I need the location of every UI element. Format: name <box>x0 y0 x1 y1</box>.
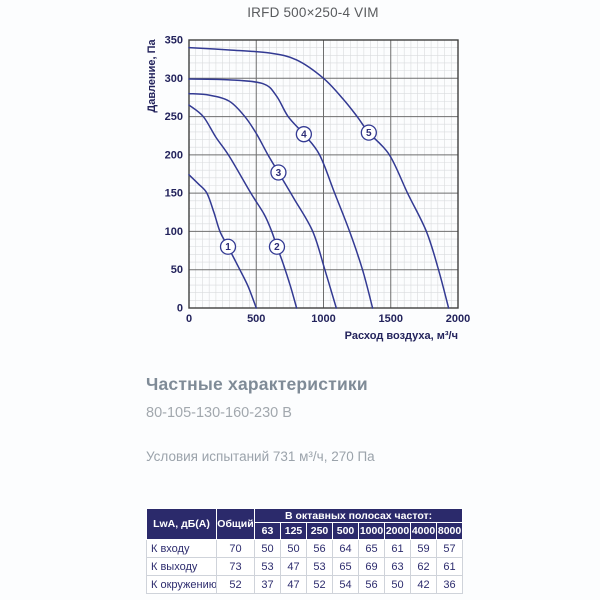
y-tick: 300 <box>165 73 183 85</box>
y-tick: 250 <box>165 111 183 123</box>
noise-value: 63 <box>384 557 411 576</box>
section-subheading: 80-105-130-160-230 В <box>146 405 292 421</box>
x-tick: 500 <box>247 313 265 325</box>
y-tick: 150 <box>165 188 183 200</box>
noise-value: 62 <box>410 557 437 576</box>
noise-value: 47 <box>280 557 307 576</box>
curve-number: 2 <box>274 242 280 253</box>
curve-number: 3 <box>276 168 282 179</box>
section-heading: Частные характеристики <box>146 374 368 394</box>
freq-header: 125 <box>280 522 307 540</box>
curve-label-3: 3 <box>270 164 287 181</box>
noise-value: 54 <box>332 575 359 594</box>
freq-header: 250 <box>306 522 333 540</box>
table-header-band: В октавных полосах частот: <box>253 508 464 523</box>
table-header-total: Общий <box>216 508 255 540</box>
noise-value: 50 <box>384 575 411 594</box>
row-label: К окружению <box>146 575 217 594</box>
noise-value: 47 <box>280 575 307 594</box>
noise-value: 65 <box>358 539 385 558</box>
x-tick: 1500 <box>379 313 403 325</box>
fan-curve-5 <box>188 46 450 309</box>
x-tick: 2000 <box>446 313 470 325</box>
curve-number: 5 <box>366 128 372 139</box>
total-value: 73 <box>216 557 255 576</box>
y-tick: 50 <box>171 264 183 276</box>
characteristics-section: Частные характеристики 80-105-130-160-23… <box>146 374 476 464</box>
noise-value: 56 <box>358 575 385 594</box>
noise-value: 61 <box>384 539 411 558</box>
plot-border <box>188 39 459 309</box>
row-label: К входу <box>146 539 217 558</box>
noise-value: 37 <box>254 575 281 594</box>
noise-value: 61 <box>435 557 464 576</box>
curve-number: 4 <box>301 130 307 141</box>
noise-value: 59 <box>410 539 437 558</box>
table-header-lwa: LwA, дБ(A) <box>146 508 217 540</box>
noise-value: 50 <box>254 539 281 558</box>
freq-header: 500 <box>332 522 359 540</box>
noise-table: LwA, дБ(A) Общий В октавных полосах част… <box>146 508 464 594</box>
chart-title: IRFD 500×250-4 VIM <box>247 5 379 20</box>
pressure-axis-label: Давление, Па <box>146 39 158 113</box>
table-row: К входу 70 50 50 56 64 65 61 59 57 <box>146 539 464 558</box>
y-tick: 0 <box>177 303 183 315</box>
y-tick: 100 <box>165 226 183 238</box>
noise-value: 53 <box>254 557 281 576</box>
curve-label-2: 2 <box>268 238 286 255</box>
noise-value: 36 <box>435 575 464 594</box>
curve-label-4: 4 <box>295 126 313 143</box>
noise-value: 42 <box>410 575 437 594</box>
fan-curve-3 <box>188 92 338 309</box>
freq-header: 63 <box>254 522 281 540</box>
noise-value: 57 <box>435 539 464 558</box>
total-value: 70 <box>216 539 255 558</box>
freq-header: 1000 <box>358 522 385 540</box>
noise-value: 53 <box>306 557 333 576</box>
freq-header: 8000 <box>435 522 464 540</box>
noise-value: 64 <box>332 539 359 558</box>
grid-major <box>189 40 458 308</box>
noise-value: 52 <box>306 575 333 594</box>
curve-label-1: 1 <box>219 238 237 255</box>
table-row: К выходу 73 53 47 53 65 69 63 62 61 <box>146 557 464 576</box>
y-tick: 200 <box>165 149 183 161</box>
noise-value: 56 <box>306 539 333 558</box>
noise-value: 65 <box>332 557 359 576</box>
curve-number: 1 <box>225 242 231 253</box>
fan-curve-2 <box>188 104 298 309</box>
noise-value: 50 <box>280 539 307 558</box>
flow-axis-label: Расход воздуха, м³/ч <box>345 330 458 342</box>
table-row: К окружению 52 37 47 52 54 56 50 42 36 <box>146 575 464 594</box>
total-value: 52 <box>216 575 255 594</box>
freq-header: 2000 <box>384 522 411 540</box>
noise-value: 69 <box>358 557 385 576</box>
freq-header: 4000 <box>410 522 437 540</box>
fan-curve-1 <box>188 174 257 309</box>
row-label: К выходу <box>146 557 217 576</box>
x-tick: 0 <box>186 313 192 325</box>
y-tick: 350 <box>165 35 183 47</box>
x-tick: 1000 <box>311 313 335 325</box>
curve-label-5: 5 <box>360 124 377 141</box>
test-conditions: Условия испытаний 731 м³/ч, 270 Па <box>146 449 375 464</box>
